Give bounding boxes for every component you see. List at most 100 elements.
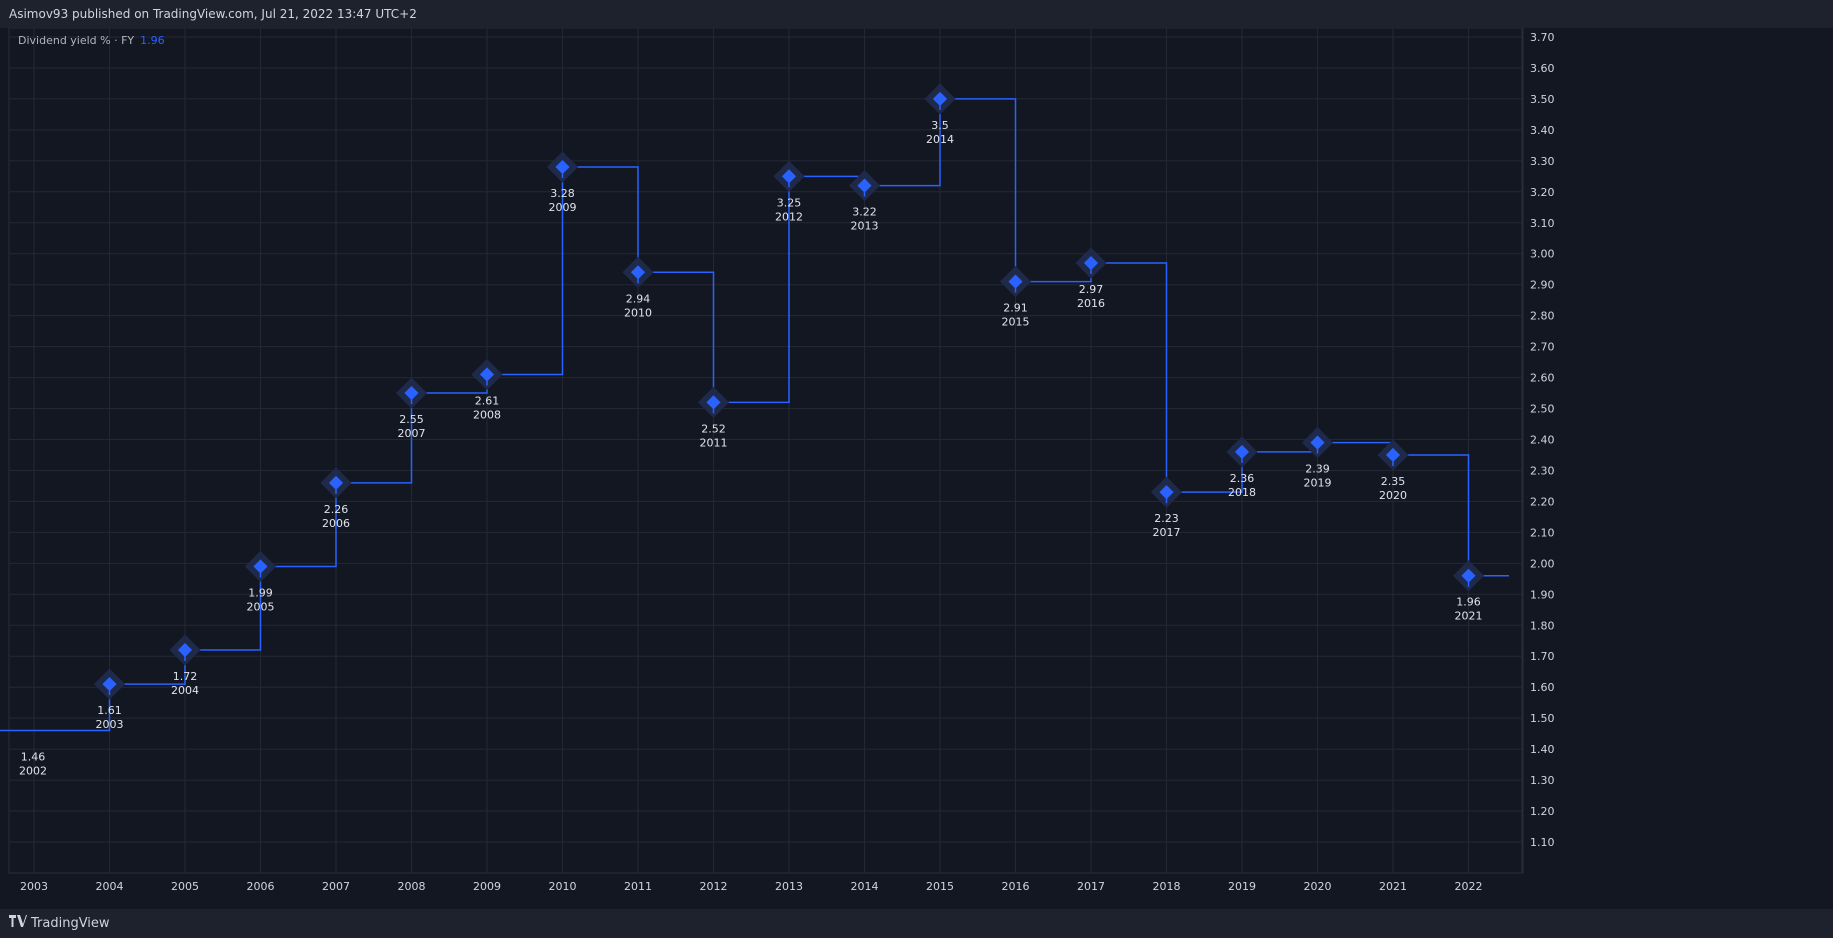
y-tick-label: 1.80: [1530, 619, 1555, 632]
y-tick-label: 1.10: [1530, 836, 1555, 849]
point-year-label: 2019: [1304, 477, 1332, 490]
x-tick-label: 2019: [1228, 880, 1256, 893]
point-marker: [630, 265, 646, 280]
point-marker: [102, 677, 117, 692]
point-value-label: 2.35: [1381, 475, 1406, 488]
footer-bar: TradingView: [0, 909, 1833, 938]
x-tick-label: 2008: [398, 880, 426, 893]
y-tick-label: 3.40: [1530, 124, 1555, 137]
x-tick-label: 2009: [473, 880, 501, 893]
x-tick-label: 2012: [700, 880, 728, 893]
point-year-label: 2020: [1379, 489, 1407, 502]
y-tick-label: 1.20: [1530, 805, 1555, 818]
x-tick-label: 2006: [247, 880, 275, 893]
point-value-label: 3.25: [777, 196, 802, 209]
point-marker: [479, 367, 495, 382]
x-tick-label: 2005: [171, 880, 199, 893]
point-year-label: 2002: [19, 765, 47, 778]
y-tick-label: 3.70: [1530, 31, 1555, 44]
y-tick-label: 2.00: [1530, 557, 1555, 570]
point-value-label: 1.99: [248, 586, 273, 599]
point-marker: [1159, 485, 1174, 500]
point-value-label: 2.55: [399, 413, 424, 426]
y-tick-label: 2.90: [1530, 279, 1555, 292]
x-tick-label: 2007: [322, 880, 350, 893]
y-tick-label: 2.20: [1530, 495, 1555, 508]
x-tick-label: 2021: [1379, 880, 1407, 893]
point-marker: [328, 475, 344, 490]
point-value-label: 1.46: [21, 751, 46, 764]
point-year-label: 2003: [96, 718, 124, 731]
x-tick-label: 2004: [96, 880, 124, 893]
point-year-label: 2012: [775, 210, 803, 223]
y-tick-label: 2.80: [1530, 310, 1555, 323]
x-tick-label: 2014: [851, 880, 879, 893]
plot-border: [8, 27, 1523, 874]
y-tick-label: 1.90: [1530, 588, 1555, 601]
point-year-label: 2017: [1153, 526, 1181, 539]
chart-area[interactable]: 3.70 3.60 3.50 3.40 3.30 3.20 3.10 3.00 2.90 2.80…: [0, 27, 1833, 909]
point-year-label: 2006: [322, 517, 350, 530]
point-value-label: 2.97: [1079, 283, 1104, 296]
point-value-label: 1.72: [173, 670, 198, 683]
point-value-label: 2.61: [475, 394, 500, 407]
point-year-label: 2004: [171, 684, 199, 697]
point-marker: [404, 385, 419, 401]
y-tick-label: 3.00: [1530, 248, 1555, 261]
point-year-label: 2018: [1228, 486, 1256, 499]
point-year-label: 2015: [1002, 316, 1030, 329]
y-tick-label: 2.70: [1530, 341, 1555, 354]
y-tick-label: 1.50: [1530, 712, 1555, 725]
x-tick-label: 2010: [549, 880, 577, 893]
point-value-label: 2.91: [1003, 302, 1028, 315]
point-marker: [932, 91, 948, 106]
point-value-label: 1.61: [97, 704, 122, 717]
y-tick-label: 2.50: [1530, 403, 1555, 416]
point-year-label: 2016: [1077, 297, 1105, 310]
point-value-label: 2.94: [626, 292, 651, 305]
point-year-label: 2010: [624, 306, 652, 319]
point-year-label: 2009: [549, 201, 577, 214]
point-value-label: 2.26: [324, 503, 349, 516]
y-tick-label: 2.60: [1530, 372, 1555, 385]
point-year-label: 2013: [851, 220, 879, 233]
dividend-yield-chart[interactable]: 3.70 3.60 3.50 3.40 3.30 3.20 3.10 3.00 2.90 2.80…: [0, 27, 1833, 909]
point-marker: [1310, 435, 1325, 450]
chart-legend: Dividend yield % · FY 1.96: [18, 34, 165, 47]
y-tick-label: 1.60: [1530, 681, 1555, 694]
y-tick-label: 1.30: [1530, 774, 1555, 787]
point-marker: [1008, 274, 1023, 289]
y-tick-label: 3.20: [1530, 186, 1555, 199]
y-tick-label: 3.30: [1530, 155, 1555, 168]
point-marker: [555, 159, 570, 175]
point-value-label: 2.52: [701, 422, 726, 435]
point-marker: [1385, 447, 1401, 463]
y-tick-label: 3.60: [1530, 62, 1555, 75]
legend-value: 1.96: [140, 34, 165, 47]
y-tick-label: 2.30: [1530, 464, 1555, 477]
y-tick-label: 3.10: [1530, 217, 1555, 230]
x-tick-label: 2011: [624, 880, 652, 893]
point-marker: [177, 642, 193, 658]
point-marker: [706, 395, 721, 410]
point-year-label: 2021: [1455, 610, 1483, 623]
x-tick-label: 2015: [926, 880, 954, 893]
x-tick-label: 2003: [20, 880, 48, 893]
x-tick-label: 2017: [1077, 880, 1105, 893]
point-value-label: 1.96: [1456, 596, 1481, 609]
tradingview-logo-icon: [9, 909, 27, 938]
legend-label: Dividend yield % · FY: [18, 34, 135, 47]
series-step-line: [0, 98, 1509, 732]
point-marker: [1234, 444, 1250, 459]
y-tick-label: 1.70: [1530, 650, 1555, 663]
point-year-label: 2011: [700, 436, 728, 449]
y-tick-label: 1.40: [1530, 743, 1555, 756]
x-tick-label: 2013: [775, 880, 803, 893]
point-value-label: 3.5: [931, 119, 949, 132]
point-marker: [781, 169, 797, 184]
point-value-label: 2.23: [1154, 512, 1179, 525]
point-value-label: 3.28: [550, 187, 575, 200]
point-marker: [1083, 255, 1099, 271]
publish-header: Asimov93 published on TradingView.com, J…: [0, 0, 1833, 28]
x-tick-label: 2018: [1153, 880, 1181, 893]
